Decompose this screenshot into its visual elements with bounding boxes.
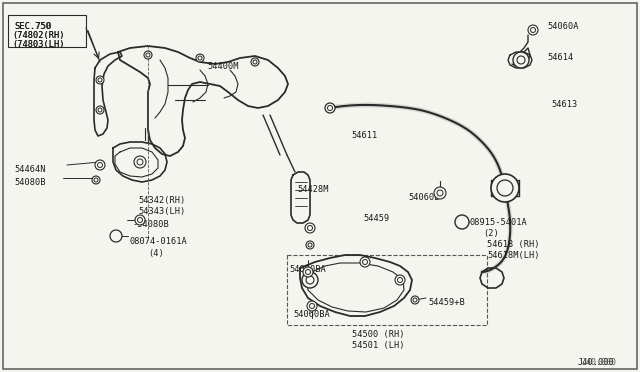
Text: 54060BA: 54060BA xyxy=(293,310,330,319)
Circle shape xyxy=(303,267,313,277)
Circle shape xyxy=(395,275,405,285)
Circle shape xyxy=(491,174,519,202)
Circle shape xyxy=(308,243,312,247)
Text: 54611: 54611 xyxy=(351,131,377,140)
Text: (2): (2) xyxy=(483,229,499,238)
Circle shape xyxy=(305,269,310,275)
Circle shape xyxy=(328,106,333,110)
Text: J40.000: J40.000 xyxy=(578,358,615,367)
Text: 54459+B: 54459+B xyxy=(428,298,465,307)
FancyBboxPatch shape xyxy=(8,15,86,47)
Circle shape xyxy=(397,278,403,282)
Circle shape xyxy=(310,278,314,282)
Text: 54501 (LH): 54501 (LH) xyxy=(352,341,404,350)
Circle shape xyxy=(455,215,469,229)
Circle shape xyxy=(307,225,312,231)
Text: 54459: 54459 xyxy=(363,214,389,223)
Text: 54428M: 54428M xyxy=(297,185,328,194)
Circle shape xyxy=(325,103,335,113)
Circle shape xyxy=(96,76,104,84)
Circle shape xyxy=(517,56,525,64)
Circle shape xyxy=(253,60,257,64)
Text: (74803(LH): (74803(LH) xyxy=(12,40,65,49)
Text: 54060B: 54060B xyxy=(408,193,440,202)
Text: 54613: 54613 xyxy=(551,100,577,109)
Text: 08074-0161A: 08074-0161A xyxy=(130,237,188,246)
Circle shape xyxy=(134,156,146,168)
Circle shape xyxy=(307,301,317,311)
Circle shape xyxy=(413,298,417,302)
Circle shape xyxy=(138,218,143,222)
Circle shape xyxy=(144,51,152,59)
Circle shape xyxy=(434,187,446,199)
Text: 54080B: 54080B xyxy=(14,178,45,187)
Circle shape xyxy=(497,180,513,196)
Text: 08915-5401A: 08915-5401A xyxy=(470,218,528,227)
Circle shape xyxy=(98,78,102,82)
Circle shape xyxy=(97,163,102,167)
Text: 54464N: 54464N xyxy=(14,165,45,174)
Circle shape xyxy=(135,215,145,225)
Circle shape xyxy=(98,108,102,112)
Text: (4): (4) xyxy=(148,249,164,258)
Text: 54080BA: 54080BA xyxy=(289,265,326,274)
Circle shape xyxy=(310,304,314,308)
Circle shape xyxy=(531,28,536,32)
Circle shape xyxy=(306,276,314,284)
Circle shape xyxy=(146,53,150,57)
Circle shape xyxy=(92,176,100,184)
Circle shape xyxy=(196,54,204,62)
Circle shape xyxy=(362,260,367,264)
Circle shape xyxy=(305,223,315,233)
Circle shape xyxy=(96,106,104,114)
Circle shape xyxy=(110,230,122,242)
Circle shape xyxy=(528,25,538,35)
Circle shape xyxy=(360,257,370,267)
Circle shape xyxy=(513,52,529,68)
Text: 54614: 54614 xyxy=(547,53,573,62)
Circle shape xyxy=(437,190,443,196)
Circle shape xyxy=(94,178,98,182)
Text: 54400M: 54400M xyxy=(207,62,239,71)
Text: 54343(LH): 54343(LH) xyxy=(138,207,185,216)
Circle shape xyxy=(137,159,143,165)
Circle shape xyxy=(302,272,318,288)
Text: SEC.750: SEC.750 xyxy=(14,22,51,31)
Circle shape xyxy=(307,275,317,285)
Text: 54060A: 54060A xyxy=(547,22,579,31)
Text: 54342(RH): 54342(RH) xyxy=(138,196,185,205)
Text: 54500 (RH): 54500 (RH) xyxy=(352,330,404,339)
Circle shape xyxy=(251,58,259,66)
Text: (74803(LH): (74803(LH) xyxy=(12,40,65,49)
Text: 54618M(LH): 54618M(LH) xyxy=(487,251,540,260)
Circle shape xyxy=(95,160,105,170)
Text: (74802(RH): (74802(RH) xyxy=(12,31,65,40)
Text: 54618 (RH): 54618 (RH) xyxy=(487,240,540,249)
Text: SEC.750: SEC.750 xyxy=(14,22,52,31)
Text: J40.000: J40.000 xyxy=(582,358,617,367)
Text: (74802(RH): (74802(RH) xyxy=(12,31,65,40)
Text: B: B xyxy=(113,231,119,241)
Circle shape xyxy=(198,56,202,60)
Circle shape xyxy=(306,241,314,249)
Circle shape xyxy=(411,296,419,304)
Text: M: M xyxy=(459,219,465,225)
Text: -54080B: -54080B xyxy=(133,220,170,229)
